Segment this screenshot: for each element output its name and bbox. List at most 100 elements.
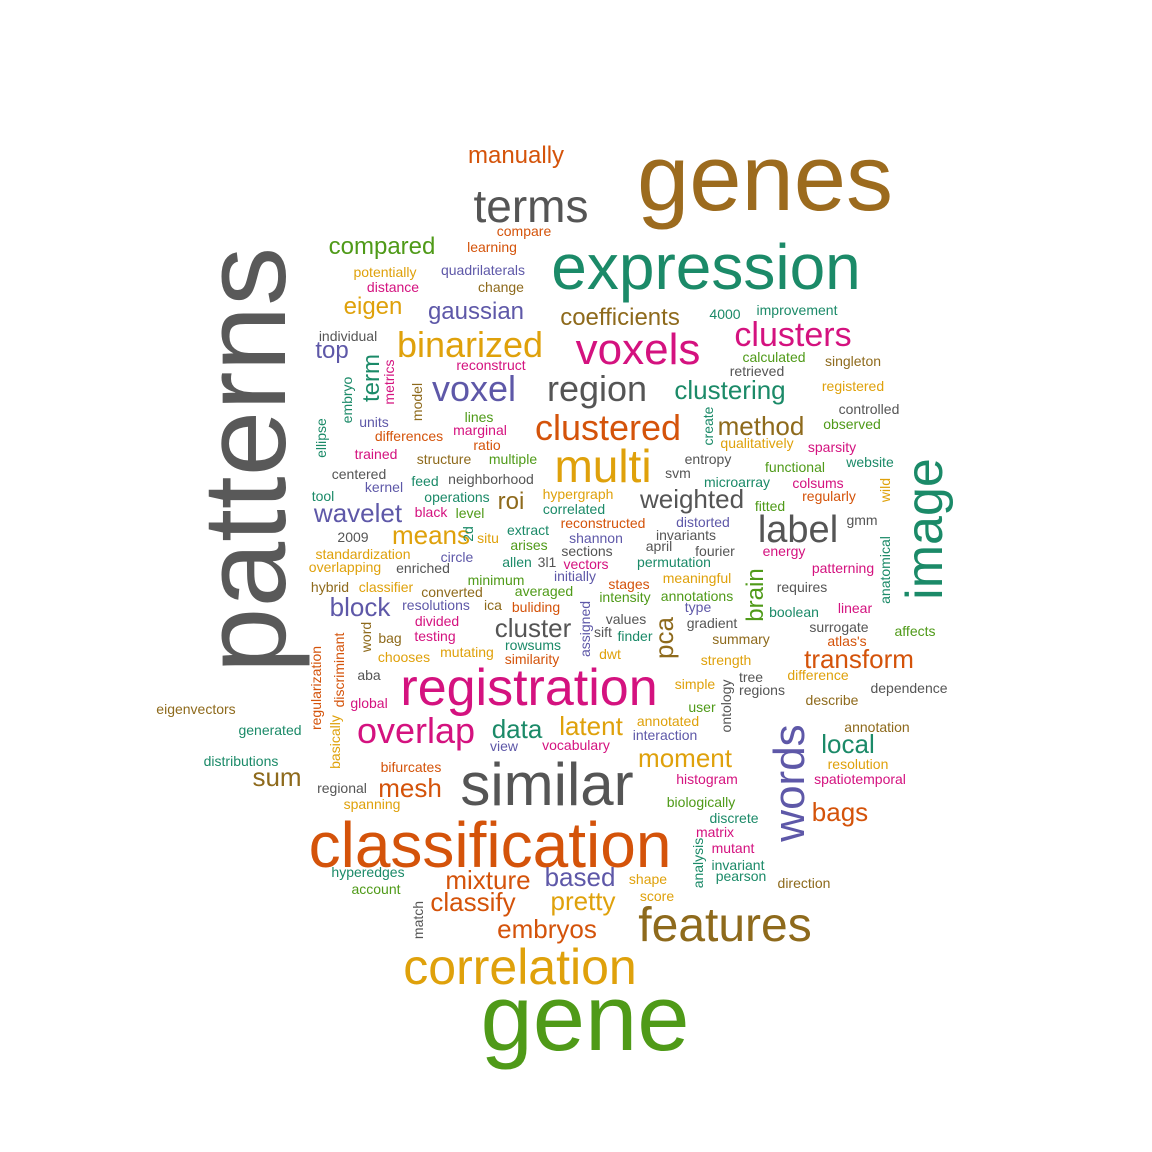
word-operations: operations: [424, 489, 490, 505]
word-sections: sections: [561, 543, 613, 559]
word-overlap: overlap: [356, 710, 476, 751]
word-gaussian: gaussian: [427, 298, 525, 325]
word-classify: classify: [430, 887, 516, 917]
word-calculated: calculated: [742, 349, 806, 365]
word-local: local: [821, 729, 875, 759]
word-account: account: [351, 881, 401, 897]
word-anatomical: anatomical: [877, 536, 893, 604]
word-hyperedges: hyperedges: [331, 864, 405, 880]
word-arises: arises: [510, 537, 548, 553]
word-kernel: kernel: [364, 479, 404, 495]
word-describe: describe: [805, 692, 859, 708]
word-lines: lines: [464, 409, 494, 425]
word-create: create: [700, 406, 716, 446]
word-feed: feed: [411, 473, 439, 489]
word-classification: classification: [308, 809, 672, 881]
word-resolution: resolution: [827, 756, 889, 772]
word-similarity: similarity: [504, 651, 560, 667]
word-dependence: dependence: [870, 680, 948, 696]
word-classifier: classifier: [358, 579, 414, 595]
word-distributions: distributions: [203, 753, 279, 769]
word-biologically: biologically: [666, 794, 736, 810]
word-transform: transform: [804, 644, 914, 674]
word-user: user: [688, 699, 716, 715]
word-stages: stages: [608, 576, 650, 592]
word-gradient: gradient: [686, 615, 738, 631]
word-rowsums: rowsums: [504, 637, 562, 653]
word-difference: difference: [787, 667, 849, 683]
word-based: based: [544, 862, 616, 892]
word-permutation: permutation: [637, 554, 711, 570]
word-averaged: averaged: [514, 583, 574, 599]
word-finder: finder: [617, 628, 653, 644]
word-divided: divided: [414, 613, 460, 629]
word-3l1: 3l1: [537, 554, 557, 570]
word-reconstruct: reconstruct: [456, 357, 526, 373]
word-change: change: [478, 279, 524, 295]
word-similar: similar: [460, 751, 634, 818]
word-clusters: clusters: [734, 316, 852, 354]
word-model: model: [409, 382, 425, 422]
word-website: website: [846, 454, 894, 470]
word-energy: energy: [762, 543, 806, 559]
word-mutating: mutating: [440, 644, 494, 660]
word-word: word: [358, 621, 374, 653]
word-quadrilaterals: quadrilaterals: [440, 262, 526, 278]
word-histogram: histogram: [676, 771, 738, 787]
word-resolutions: resolutions: [402, 597, 470, 613]
word-analysis: analysis: [690, 837, 706, 889]
word-linear: linear: [837, 600, 873, 616]
word-annotation: annotation: [844, 719, 910, 735]
word-data: data: [491, 714, 543, 744]
word-multiple: multiple: [488, 451, 538, 467]
word-individual: individual: [318, 328, 378, 344]
word-generated: generated: [238, 722, 302, 738]
word-sum: sum: [252, 762, 302, 792]
word-extract: extract: [506, 522, 550, 538]
word-entropy: entropy: [684, 451, 732, 467]
word-distance: distance: [366, 279, 420, 295]
word-buliding: buliding: [511, 599, 561, 615]
word-gene: gene: [480, 965, 690, 1070]
word-sift: sift: [594, 624, 612, 640]
word-patterning: patterning: [811, 560, 875, 576]
word-label: label: [757, 509, 839, 551]
word-tree: tree: [738, 669, 764, 685]
word-manually: manually: [467, 142, 565, 169]
word-tool: tool: [311, 488, 335, 504]
word-terms: terms: [473, 180, 589, 232]
word-correlation: correlation: [403, 939, 637, 995]
word-bags: bags: [811, 797, 869, 827]
word-multi: multi: [554, 440, 652, 492]
word-qualitatively: qualitatively: [720, 435, 794, 451]
word-pearson: pearson: [715, 868, 767, 884]
word-region: region: [546, 368, 648, 409]
word-pca: pca: [649, 617, 679, 659]
word-circle: circle: [440, 549, 474, 565]
word-singleton: singleton: [824, 353, 882, 369]
word-enriched: enriched: [396, 560, 450, 576]
word-wavelet: wavelet: [313, 498, 403, 528]
word-direction: direction: [777, 875, 831, 891]
word-annotated: annotated: [636, 713, 700, 729]
word-expression: expression: [551, 231, 861, 303]
word-ontology: ontology: [718, 679, 734, 733]
word-4000: 4000: [709, 306, 741, 322]
word-assigned: assigned: [577, 600, 593, 658]
word-invariants: invariants: [656, 527, 716, 543]
word-structure: structure: [416, 451, 472, 467]
word-requires: requires: [776, 579, 828, 595]
word-mesh: mesh: [378, 773, 442, 803]
word-distorted: distorted: [676, 514, 730, 530]
word-score: score: [639, 888, 675, 904]
word-dwt: dwt: [599, 646, 621, 662]
word-chooses: chooses: [377, 649, 431, 665]
word-invariant: invariant: [711, 857, 765, 873]
word-interaction: interaction: [632, 727, 698, 743]
word-regional: regional: [317, 780, 367, 796]
word-2009: 2009: [337, 529, 369, 545]
word-aba: aba: [357, 667, 381, 683]
word-fitted: fitted: [754, 498, 786, 514]
word-observed: observed: [823, 416, 881, 432]
